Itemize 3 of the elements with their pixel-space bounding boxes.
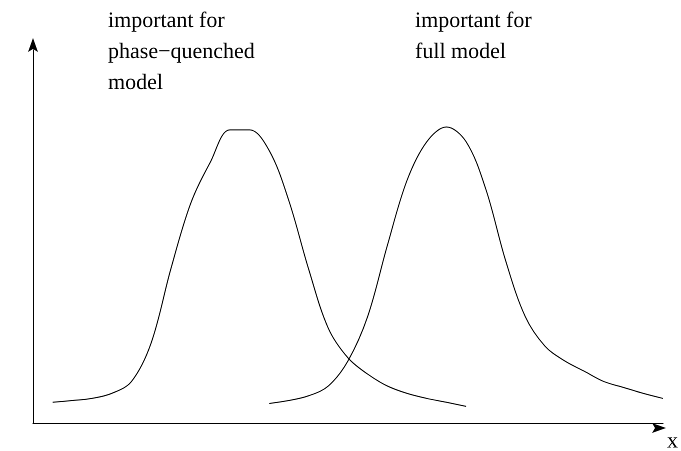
- x-axis-title: x: [667, 428, 678, 451]
- text: important for phase−quenched model: [108, 6, 256, 96]
- text: important for full model: [415, 6, 533, 65]
